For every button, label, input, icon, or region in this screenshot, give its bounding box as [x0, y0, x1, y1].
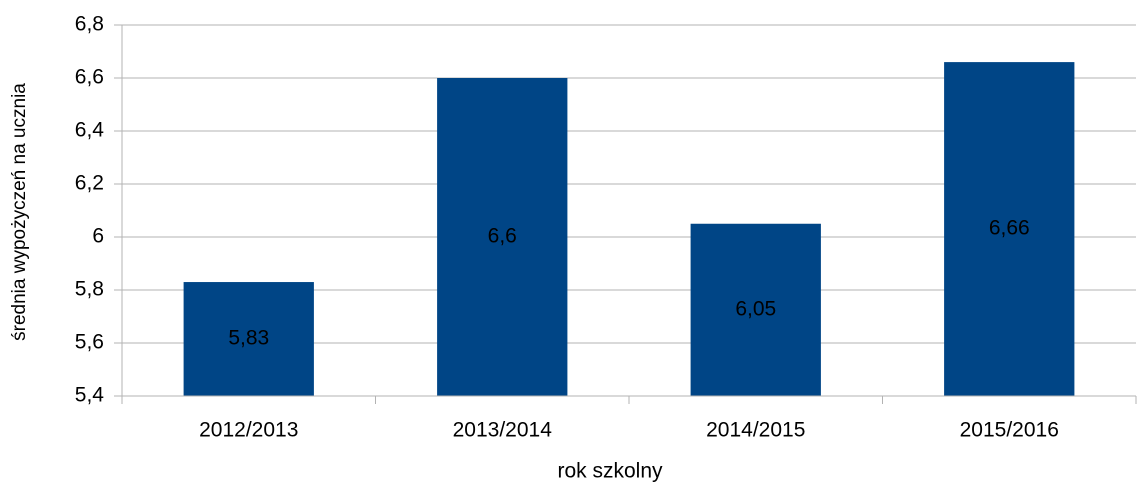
data-label: 6,6 — [488, 225, 517, 248]
data-label: 6,05 — [735, 297, 776, 320]
y-tick-label: 5,6 — [75, 331, 104, 354]
bar — [690, 223, 821, 396]
x-tick-label: 2012/2013 — [199, 419, 298, 442]
bar — [183, 282, 314, 396]
y-tick-label: 6,2 — [75, 172, 104, 195]
y-tick-label: 5,8 — [75, 278, 104, 301]
y-tick-label: 6,8 — [75, 13, 104, 36]
x-tick-label: 2015/2016 — [960, 419, 1059, 442]
y-tick-label: 5,4 — [75, 384, 105, 407]
y-axis-label: średnia wypożyczeń na ucznia — [9, 83, 30, 341]
x-axis-label: rok szkolny — [557, 460, 663, 483]
x-tick-label: 2014/2015 — [706, 419, 805, 442]
data-label: 5,83 — [228, 327, 269, 350]
data-label: 6,66 — [989, 217, 1030, 240]
y-tick-label: 6,6 — [75, 66, 104, 89]
bar — [944, 62, 1075, 396]
x-tick-label: 2013/2014 — [453, 419, 553, 442]
bar — [437, 78, 568, 396]
y-tick-label: 6 — [92, 225, 104, 248]
y-tick-label: 6,4 — [75, 119, 105, 142]
